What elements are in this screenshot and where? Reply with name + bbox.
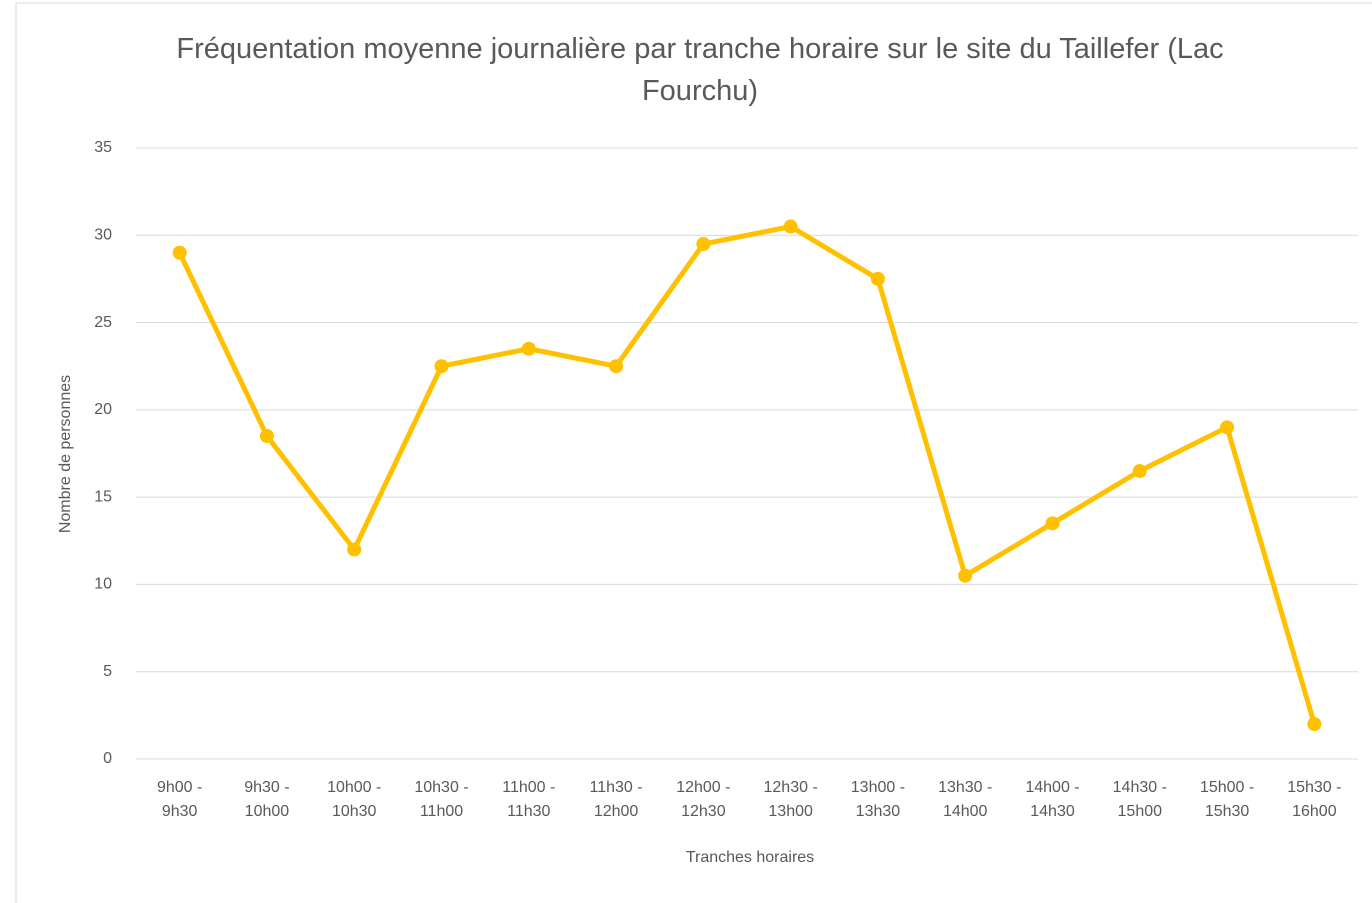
x-tick-label: 11h00 - 11h30 xyxy=(502,779,556,820)
y-tick-label: 10 xyxy=(94,576,112,593)
y-tick-label: 30 xyxy=(94,227,112,244)
marker xyxy=(958,568,973,583)
x-tick-label: 10h30 - 11h00 xyxy=(414,779,469,820)
marker xyxy=(172,245,187,260)
x-tick-label: 14h30 - 15h00 xyxy=(1112,779,1167,820)
y-tick-label: 25 xyxy=(94,314,112,331)
marker xyxy=(259,429,274,444)
marker xyxy=(347,542,362,557)
chart-border xyxy=(15,2,1372,903)
x-tick-label: 9h00 - 9h30 xyxy=(156,779,203,820)
x-tick-label: 9h30 - 10h00 xyxy=(244,779,290,820)
marker xyxy=(1307,717,1322,732)
y-tick-label: 20 xyxy=(94,401,112,418)
x-tick-label: 15h00 - 15h30 xyxy=(1199,779,1255,820)
x-tick-label: 13h30 - 14h00 xyxy=(938,779,993,820)
x-tick-label: 10h00 - 10h30 xyxy=(327,779,382,820)
y-tick-label: 35 xyxy=(94,139,112,156)
chart-title: Fréquentation moyenne journalière par tr… xyxy=(176,33,1224,107)
y-tick-label: 0 xyxy=(103,750,112,767)
y-tick-label: 5 xyxy=(103,663,112,680)
line xyxy=(177,224,1317,725)
marker xyxy=(1220,420,1235,435)
marker xyxy=(609,359,624,374)
x-tick-label: 12h30 - 13h00 xyxy=(763,779,818,820)
marker xyxy=(434,359,449,374)
x-tick-label: 12h00 - 12h30 xyxy=(676,779,731,820)
x-tick-label: 15h30 - 16h00 xyxy=(1287,779,1342,820)
y-axis-label: Nombre de personnes xyxy=(57,375,74,533)
x-axis-label: Tranches horaires xyxy=(686,849,814,866)
marker xyxy=(870,271,885,286)
x-tick-label: 13h00 - 13h30 xyxy=(850,779,906,820)
marker xyxy=(696,237,711,252)
marker xyxy=(1045,516,1060,531)
y-tick-label: 15 xyxy=(94,488,112,505)
x-tick-label: 14h00 - 14h30 xyxy=(1025,779,1080,820)
marker xyxy=(1132,463,1147,478)
marker xyxy=(521,341,536,356)
x-tick-label: 11h30 - 12h00 xyxy=(589,779,643,820)
marker xyxy=(783,219,798,234)
